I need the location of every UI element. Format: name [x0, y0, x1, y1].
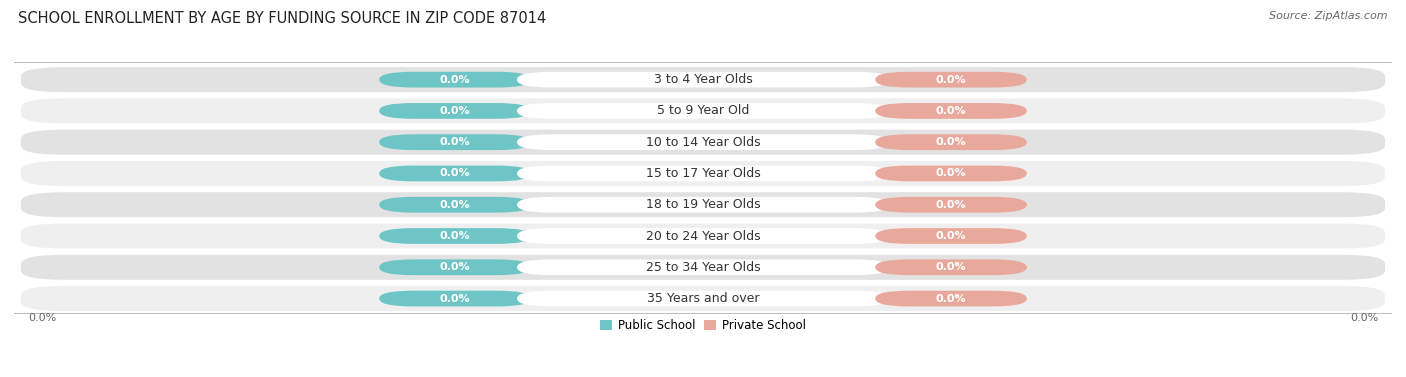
FancyBboxPatch shape: [517, 291, 889, 307]
Text: 0.0%: 0.0%: [440, 294, 470, 303]
FancyBboxPatch shape: [380, 259, 531, 275]
FancyBboxPatch shape: [380, 291, 531, 307]
Text: 0.0%: 0.0%: [440, 262, 470, 272]
Text: 0.0%: 0.0%: [1350, 313, 1378, 323]
Text: 0.0%: 0.0%: [936, 169, 966, 178]
Text: 0.0%: 0.0%: [440, 231, 470, 241]
Text: 0.0%: 0.0%: [936, 106, 966, 116]
FancyBboxPatch shape: [21, 67, 1385, 92]
Text: 20 to 24 Year Olds: 20 to 24 Year Olds: [645, 230, 761, 242]
FancyBboxPatch shape: [875, 166, 1026, 181]
Text: 0.0%: 0.0%: [936, 137, 966, 147]
FancyBboxPatch shape: [517, 228, 889, 244]
FancyBboxPatch shape: [21, 98, 1385, 123]
FancyBboxPatch shape: [21, 130, 1385, 155]
FancyBboxPatch shape: [21, 255, 1385, 280]
Text: 25 to 34 Year Olds: 25 to 34 Year Olds: [645, 261, 761, 274]
FancyBboxPatch shape: [875, 103, 1026, 119]
FancyBboxPatch shape: [380, 228, 531, 244]
FancyBboxPatch shape: [517, 103, 889, 119]
FancyBboxPatch shape: [875, 259, 1026, 275]
FancyBboxPatch shape: [875, 228, 1026, 244]
FancyBboxPatch shape: [517, 134, 889, 150]
Text: SCHOOL ENROLLMENT BY AGE BY FUNDING SOURCE IN ZIP CODE 87014: SCHOOL ENROLLMENT BY AGE BY FUNDING SOUR…: [18, 11, 547, 26]
Text: 0.0%: 0.0%: [936, 200, 966, 210]
Text: 0.0%: 0.0%: [440, 200, 470, 210]
FancyBboxPatch shape: [380, 72, 531, 87]
FancyBboxPatch shape: [517, 72, 889, 87]
FancyBboxPatch shape: [380, 134, 531, 150]
Text: 3 to 4 Year Olds: 3 to 4 Year Olds: [654, 73, 752, 86]
FancyBboxPatch shape: [875, 197, 1026, 213]
Text: 0.0%: 0.0%: [936, 294, 966, 303]
FancyBboxPatch shape: [380, 166, 531, 181]
Text: 0.0%: 0.0%: [936, 75, 966, 85]
FancyBboxPatch shape: [517, 197, 889, 213]
FancyBboxPatch shape: [517, 259, 889, 275]
FancyBboxPatch shape: [380, 197, 531, 213]
Text: 5 to 9 Year Old: 5 to 9 Year Old: [657, 104, 749, 117]
Text: Source: ZipAtlas.com: Source: ZipAtlas.com: [1270, 11, 1388, 21]
Text: 0.0%: 0.0%: [440, 106, 470, 116]
FancyBboxPatch shape: [21, 286, 1385, 311]
Text: 10 to 14 Year Olds: 10 to 14 Year Olds: [645, 136, 761, 149]
FancyBboxPatch shape: [517, 166, 889, 181]
Text: 0.0%: 0.0%: [936, 262, 966, 272]
Text: 18 to 19 Year Olds: 18 to 19 Year Olds: [645, 198, 761, 211]
Text: 35 Years and over: 35 Years and over: [647, 292, 759, 305]
FancyBboxPatch shape: [875, 134, 1026, 150]
Text: 15 to 17 Year Olds: 15 to 17 Year Olds: [645, 167, 761, 180]
FancyBboxPatch shape: [875, 72, 1026, 87]
FancyBboxPatch shape: [21, 192, 1385, 217]
FancyBboxPatch shape: [875, 291, 1026, 307]
FancyBboxPatch shape: [21, 224, 1385, 248]
Text: 0.0%: 0.0%: [440, 169, 470, 178]
Text: 0.0%: 0.0%: [28, 313, 56, 323]
Text: 0.0%: 0.0%: [440, 137, 470, 147]
FancyBboxPatch shape: [21, 161, 1385, 186]
Text: 0.0%: 0.0%: [936, 231, 966, 241]
FancyBboxPatch shape: [380, 103, 531, 119]
Legend: Public School, Private School: Public School, Private School: [595, 314, 811, 337]
Text: 0.0%: 0.0%: [440, 75, 470, 85]
